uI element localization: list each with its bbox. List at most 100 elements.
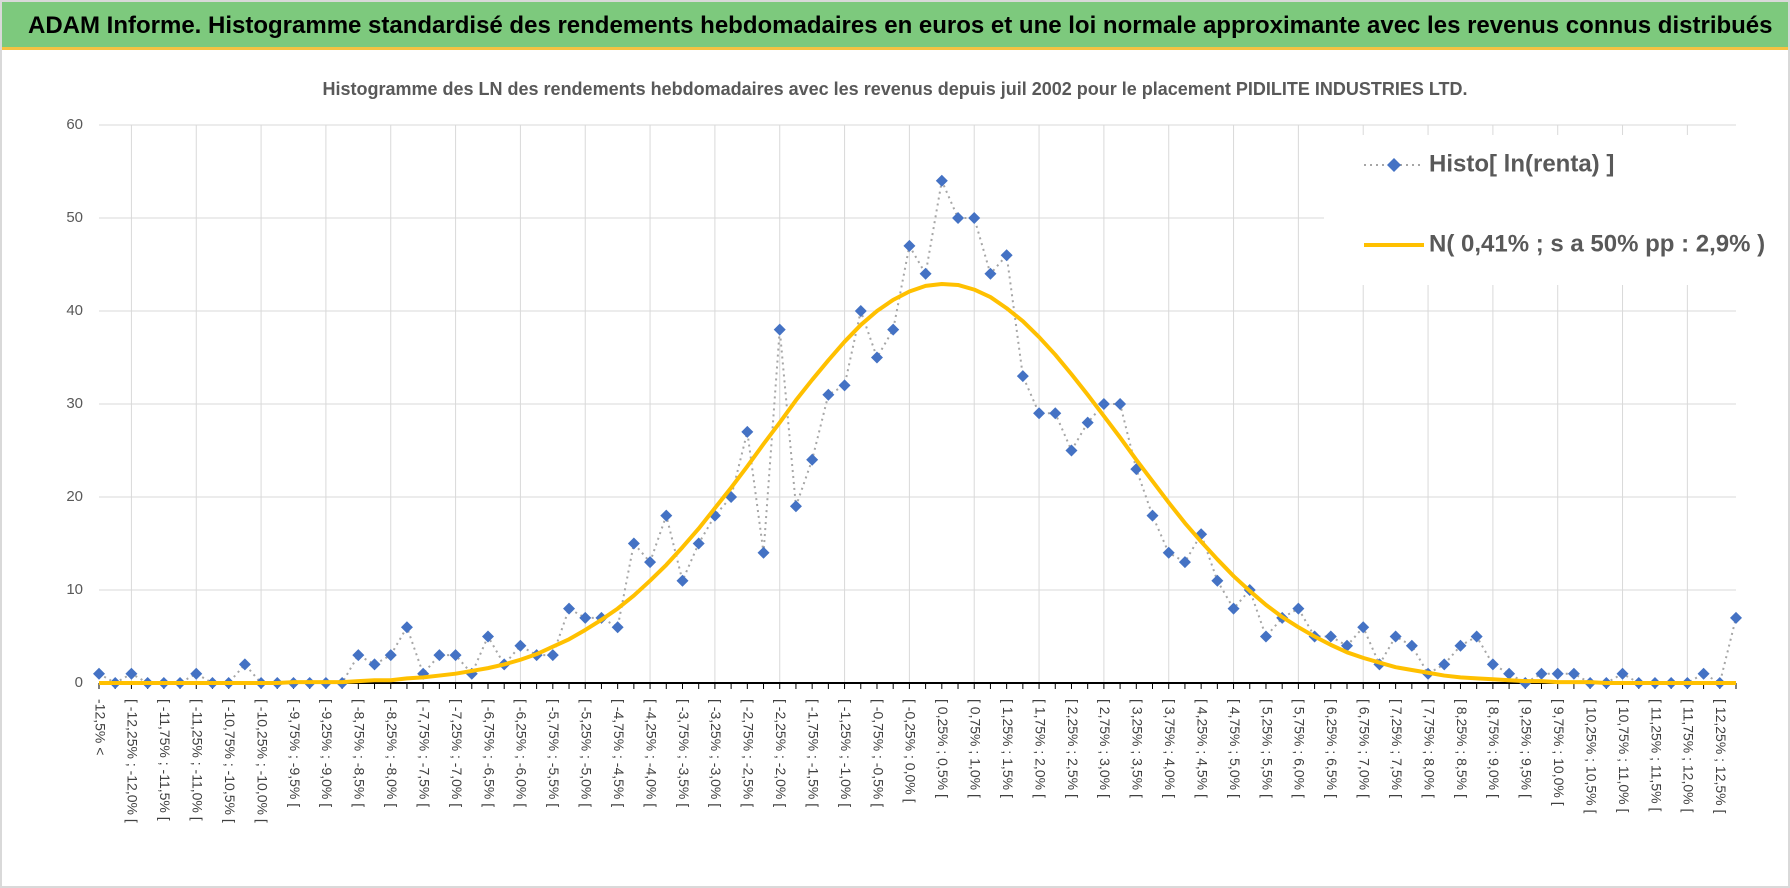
- data-point: [579, 611, 592, 624]
- x-tick-label: [ -5,75% ; -5,5% [: [546, 699, 562, 807]
- x-tick-label: [ 5,25% ; 5,5% [: [1259, 699, 1275, 798]
- x-tick-label: [ 8,25% ; 8,5% [: [1454, 699, 1470, 798]
- data-point: [546, 649, 559, 662]
- x-tick-label: [ -4,25% ; -4,0% [: [643, 699, 659, 807]
- x-tick-label: [ -2,75% ; -2,5% [: [741, 699, 757, 807]
- x-tick-label: [ 1,75% ; 2,0% [: [1032, 699, 1048, 798]
- x-tick-label: [ -10,25% ; -10,0% [: [254, 699, 270, 823]
- data-point: [1730, 611, 1742, 624]
- data-point: [1535, 667, 1548, 680]
- x-tick-label: [ -1,75% ; -1,5% [: [805, 699, 821, 807]
- x-tick-label: [ -3,25% ; -3,0% [: [708, 699, 724, 807]
- data-point: [352, 649, 365, 662]
- x-tick-label: [ -12,25% ; -12,0% [: [125, 699, 141, 823]
- x-tick-label: [ -8,25% ; -8,0% [: [384, 699, 400, 807]
- data-point: [1454, 639, 1467, 652]
- x-tick-label: [ 8,75% ; 9,0% [: [1486, 699, 1502, 798]
- x-tick-label: [ -6,25% ; -6,0% [: [514, 699, 530, 807]
- x-tick-label: [ 3,25% ; 3,5% [: [1130, 699, 1146, 798]
- data-point: [1049, 407, 1062, 420]
- y-tick-label: 20: [66, 488, 83, 505]
- data-point: [984, 267, 997, 280]
- x-tick-label: [ 9,75% ; 10,0% [: [1551, 699, 1567, 806]
- series-line: [99, 282, 1736, 685]
- data-point: [1227, 602, 1240, 615]
- x-tick-label: [ 10,25% ; 10,5% [: [1583, 699, 1599, 814]
- x-tick-label: [ 7,25% ; 7,5% [: [1389, 699, 1405, 798]
- chart-title: Histogramme des LN des rendements hebdom…: [322, 79, 1467, 99]
- x-tick-label: [ -7,25% ; -7,0% [: [449, 699, 465, 807]
- data-point: [952, 212, 965, 224]
- data-point: [1033, 407, 1046, 420]
- data-point: [1016, 370, 1029, 383]
- y-tick-label: 10: [66, 581, 83, 598]
- x-tick-label: [ 12,25% ; 12,5% [: [1713, 699, 1729, 814]
- x-tick-label: [ -0,25% ; 0,0% [: [903, 699, 919, 803]
- data-point: [822, 388, 835, 401]
- chart: Histogramme des LN des rendements hebdom…: [66, 79, 1765, 823]
- y-tick-label: 30: [66, 395, 83, 412]
- data-point: [1178, 556, 1191, 569]
- x-tick-label: [ 0,75% ; 1,0% [: [968, 699, 984, 798]
- data-point: [1146, 509, 1159, 522]
- data-point: [806, 453, 819, 466]
- x-tick-label: [ 4,75% ; 5,0% [: [1227, 699, 1243, 798]
- legend-label: N( 0,41% ; s a 50% pp : 2,9% ): [1429, 230, 1765, 257]
- x-tick-label: [ -9,25% ; -9,0% [: [319, 699, 335, 807]
- data-point: [93, 667, 105, 680]
- data-point: [870, 351, 883, 364]
- x-tick-label: [ -11,75% ; -11,5% [: [157, 699, 173, 821]
- x-tick-label: [ -2,25% ; -2,0% [: [773, 699, 789, 807]
- data-point: [449, 649, 462, 662]
- data-point: [676, 574, 689, 587]
- x-tick-label: [ -6,75% ; -6,5% [: [481, 699, 497, 807]
- x-tick-label: [ 6,25% ; 6,5% [: [1324, 699, 1340, 798]
- x-tick-label: [ 2,25% ; 2,5% [: [1065, 699, 1081, 798]
- data-point: [773, 323, 786, 336]
- y-tick-label: 50: [66, 209, 83, 226]
- x-tick-label: [ -1,25% ; -1,0% [: [838, 699, 854, 807]
- data-point: [919, 267, 932, 280]
- data-point: [1503, 667, 1516, 680]
- data-point: [1114, 398, 1127, 410]
- x-tick-label: [ -4,75% ; -4,5% [: [611, 699, 627, 807]
- x-tick-label: [ -0,75% ; -0,5% [: [870, 699, 886, 807]
- x-tick-label: [ 0,25% ; 0,5% [: [935, 699, 951, 798]
- x-tick-label: [ -7,75% ; -7,5% [: [416, 699, 432, 807]
- data-point: [741, 425, 754, 438]
- y-tick-label: 40: [66, 302, 83, 319]
- data-point: [1081, 416, 1094, 429]
- header-title: ADAM Informe. Histogramme standardisé de…: [2, 2, 1788, 50]
- data-point: [1405, 639, 1418, 652]
- x-tick-label: [ 11,25% ; 11,5% [: [1648, 699, 1664, 811]
- data-point: [1259, 630, 1272, 643]
- data-point: [1162, 546, 1175, 559]
- x-tick-label: [ -11,25% ; -11,0% [: [190, 699, 206, 821]
- x-tick-label: [ 7,75% ; 8,0% [: [1421, 699, 1437, 798]
- data-point: [935, 174, 948, 187]
- x-tick-label: -12,5% <: [92, 699, 108, 755]
- data-point: [838, 379, 851, 392]
- data-point: [854, 305, 867, 317]
- data-point: [1097, 398, 1110, 410]
- data-point: [660, 509, 673, 522]
- data-point: [887, 323, 900, 336]
- x-tick-label: [ 3,75% ; 4,0% [: [1162, 699, 1178, 798]
- data-point: [1357, 621, 1370, 634]
- data-point: [125, 667, 138, 680]
- data-point: [627, 537, 640, 550]
- data-point: [1697, 667, 1710, 680]
- x-tick-label: [ 6,75% ; 7,0% [: [1357, 699, 1373, 798]
- x-tick-label: [ -10,75% ; -10,5% [: [222, 699, 238, 823]
- data-point: [644, 556, 657, 569]
- data-point: [757, 546, 770, 559]
- data-point: [563, 602, 576, 615]
- x-tick-label: [ 10,75% ; 11,0% [: [1616, 699, 1632, 812]
- x-tick-label: [ 9,25% ; 9,5% [: [1519, 699, 1535, 798]
- data-point: [1616, 667, 1629, 680]
- data-point: [238, 658, 251, 671]
- data-point: [433, 649, 446, 662]
- data-point: [481, 630, 494, 643]
- data-point: [1292, 602, 1305, 615]
- data-point: [400, 621, 413, 634]
